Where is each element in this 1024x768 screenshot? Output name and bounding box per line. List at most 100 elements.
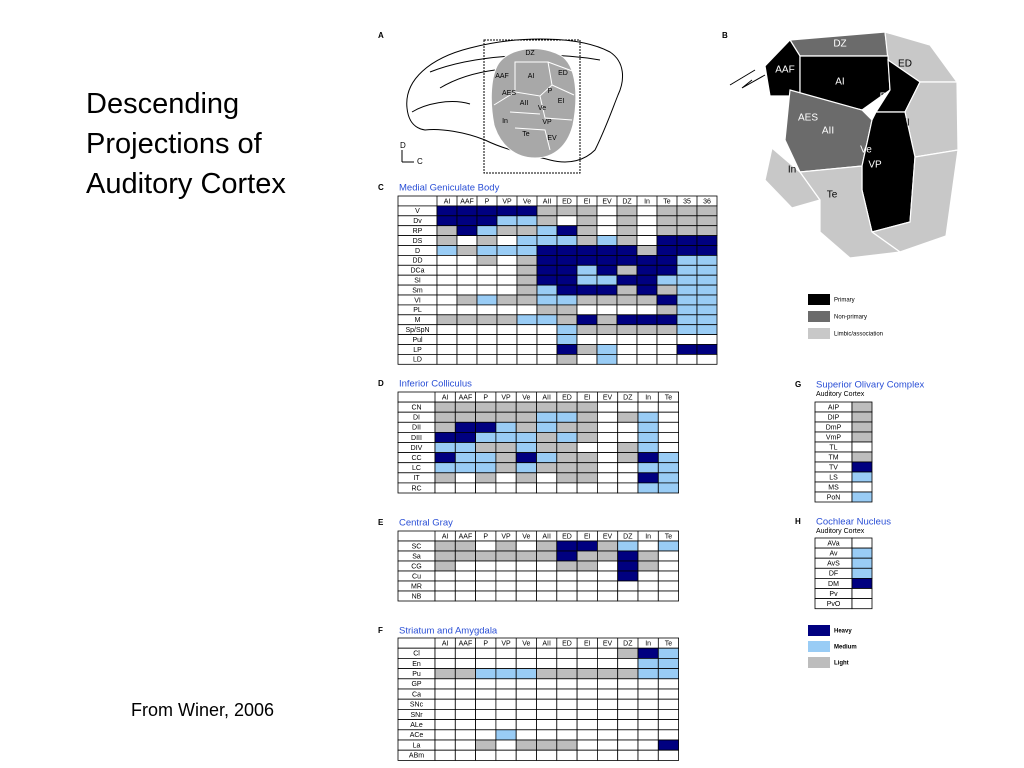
cell [597, 401, 619, 413]
cell [696, 334, 718, 345]
cell [576, 658, 598, 670]
cell [637, 590, 659, 602]
cell [475, 431, 497, 443]
cell [495, 550, 517, 562]
column-label: AII [543, 198, 552, 205]
cell [456, 284, 478, 296]
cell [597, 442, 619, 454]
cell [597, 472, 619, 484]
cell [696, 215, 718, 227]
region-te [798, 165, 902, 259]
cell [617, 709, 639, 721]
row-label: SNc [410, 702, 424, 709]
cell [536, 658, 558, 670]
cell [516, 294, 538, 306]
cell [475, 452, 497, 464]
cell [676, 245, 698, 256]
cell [576, 401, 598, 413]
cell [515, 590, 537, 602]
cell [475, 749, 497, 761]
cell [617, 668, 639, 680]
cell [434, 442, 456, 454]
row-label: DIV [411, 445, 423, 452]
cell [597, 647, 619, 659]
cell [657, 472, 679, 484]
cell [696, 304, 718, 316]
row-label: DCa [410, 268, 424, 275]
cell [456, 314, 478, 326]
cell [617, 442, 639, 454]
cell [851, 421, 873, 433]
column-label: EV [602, 198, 612, 205]
cell [656, 225, 678, 236]
cell [536, 729, 558, 741]
cell [576, 304, 598, 316]
cell [617, 472, 639, 484]
cell [617, 482, 639, 494]
cell [636, 304, 658, 316]
panel-letter: B [722, 31, 728, 40]
column-label: EV [603, 394, 613, 401]
cell [495, 560, 517, 572]
cell [436, 324, 458, 336]
row-label: V [415, 208, 420, 215]
cell [536, 550, 558, 562]
region-label: P [880, 92, 887, 103]
row-label: D [415, 248, 420, 255]
row-label: Pul [412, 337, 423, 344]
cell [636, 205, 658, 217]
cell [637, 580, 659, 592]
cell [456, 344, 478, 355]
cell [456, 225, 478, 236]
cell [696, 235, 718, 246]
region-label: AAF [775, 65, 794, 76]
cell [475, 411, 497, 423]
cell [434, 749, 456, 761]
cell [696, 284, 718, 296]
cell [475, 729, 497, 741]
cell [516, 324, 538, 336]
cell [434, 668, 456, 680]
brain-outline [406, 38, 623, 163]
cell [676, 334, 698, 345]
row-label: DD [412, 258, 422, 265]
cell [515, 560, 537, 572]
cell [434, 550, 456, 562]
row-label: AvS [827, 561, 840, 568]
cell [851, 471, 873, 483]
cell [616, 314, 638, 326]
cell [536, 264, 558, 276]
cell [576, 668, 598, 680]
row-label: PL [413, 307, 422, 314]
region-box [483, 39, 581, 174]
legend-label: Non-primary [834, 315, 867, 321]
column-label: In [645, 533, 651, 540]
slide-title: Descending Projections of Auditory Corte… [86, 84, 286, 204]
cell [475, 462, 497, 474]
cell [515, 698, 537, 710]
cell [617, 580, 639, 592]
row-label: ABm [409, 753, 424, 760]
cell [657, 452, 679, 464]
cell [456, 353, 478, 365]
column-label: 35 [683, 198, 691, 205]
cell [434, 709, 456, 721]
cell [576, 235, 598, 246]
cell [434, 590, 456, 602]
column-label: ED [562, 533, 572, 540]
header-row [397, 530, 680, 542]
cell [576, 550, 598, 562]
cell [476, 225, 498, 236]
cell [636, 245, 658, 256]
cell [657, 442, 679, 454]
cell [596, 304, 618, 316]
cell [516, 264, 538, 276]
cell [676, 274, 698, 286]
cell [476, 344, 498, 355]
cell [676, 294, 698, 306]
cell [434, 647, 456, 659]
cell [676, 304, 698, 316]
cell [476, 235, 498, 246]
column-label: EI [584, 394, 591, 401]
cell [576, 274, 598, 286]
